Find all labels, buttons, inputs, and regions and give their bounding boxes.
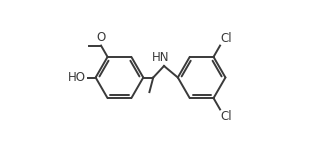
Text: Cl: Cl [221, 32, 233, 45]
Text: HO: HO [68, 71, 86, 84]
Text: Cl: Cl [221, 110, 233, 123]
Text: HN: HN [152, 51, 169, 64]
Text: O: O [96, 31, 106, 44]
